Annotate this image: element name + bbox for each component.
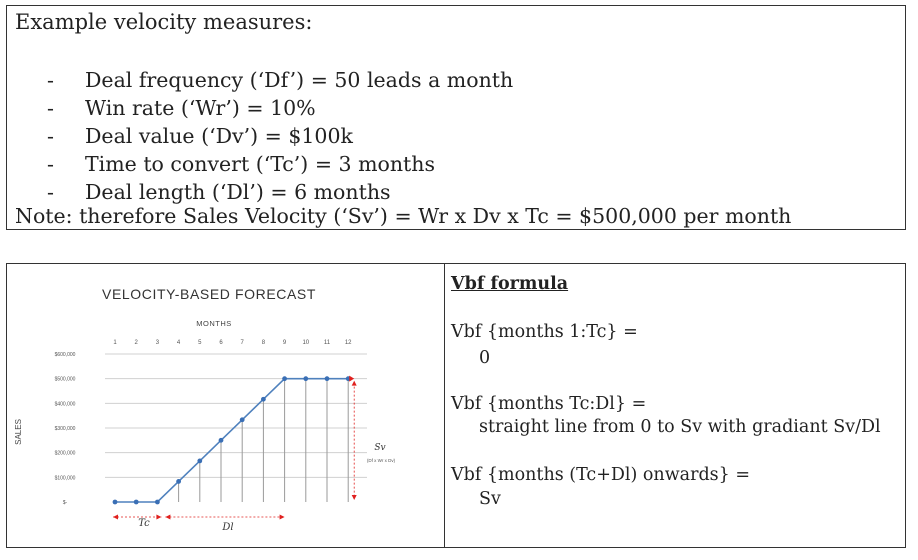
series-end-arrow xyxy=(349,375,355,382)
data-point xyxy=(133,499,139,505)
bullet-dash: - xyxy=(47,180,54,204)
x-tick-label: 4 xyxy=(177,340,181,346)
y-axis-label: SALES xyxy=(14,419,23,445)
column-divider xyxy=(444,264,445,547)
y-tick-label: $400,000 xyxy=(55,401,76,407)
drop-line-layer xyxy=(178,378,349,502)
sv-formula-label: (Df x Wr x Dv) xyxy=(367,458,396,463)
measure-item: - Time to convert (‘Tc’) = 3 months xyxy=(7,150,513,178)
measures-list: - Deal frequency (‘Df’) = 50 leads a mont… xyxy=(7,66,513,206)
measure-text: Deal value (‘Dv’) = $100k xyxy=(85,124,353,148)
measure-item: - Deal length (‘Dl’) = 6 months xyxy=(7,178,513,206)
bullet-dash: - xyxy=(47,124,54,148)
bullet-dash: - xyxy=(47,96,54,120)
tc-arrow-left xyxy=(113,514,118,520)
x-tick-label: 9 xyxy=(283,340,287,346)
sv-arrow-top xyxy=(351,380,357,386)
dl-arrow-left xyxy=(165,514,171,520)
x-tick-label: 2 xyxy=(135,340,139,346)
sv-arrow-bottom xyxy=(351,495,357,500)
data-point xyxy=(239,417,245,423)
x-tick-label: 10 xyxy=(302,340,309,346)
x-tick-label: 12 xyxy=(345,340,352,346)
measure-text: Time to convert (‘Tc’) = 3 months xyxy=(85,152,436,176)
bullet-dash: - xyxy=(47,68,54,92)
series-line xyxy=(115,377,349,503)
sales-velocity-note: Note: therefore Sales Velocity (‘Sv’) = … xyxy=(15,204,792,228)
data-point xyxy=(218,437,224,443)
x-tick-layer: 1 2 3 4 5 6 7 8 9 10 11 12 xyxy=(113,340,352,346)
y-tick-label: $600,000 xyxy=(55,352,76,358)
data-point xyxy=(176,479,182,484)
y-tick-layer: $600,000 $500,000 $400,000 $300,000 $200,000… xyxy=(55,352,76,506)
x-tick-label: 11 xyxy=(324,340,331,346)
formula-months-1-tc: Vbf {months 1:Tc} = xyxy=(451,322,638,342)
measure-item: - Deal frequency (‘Df’) = 50 leads a mont… xyxy=(7,66,513,94)
tc-label: Tc xyxy=(138,518,150,529)
annotation-layer: Tc Dl Sv (Df x Wr x Dv) xyxy=(113,380,396,533)
dl-arrow-right xyxy=(279,514,285,520)
formula-months-tc-dl: Vbf {months Tc:Dl} = xyxy=(451,394,647,414)
measure-text: Deal length (‘Dl’) = 6 months xyxy=(85,180,391,204)
y-tick-label: $500,000 xyxy=(55,377,76,383)
y-tick-label: $200,000 xyxy=(55,451,76,457)
formula-value-sv: Sv xyxy=(479,489,501,509)
data-point xyxy=(324,376,330,382)
x-tick-label: 8 xyxy=(262,340,266,346)
x-tick-label: 6 xyxy=(219,340,223,346)
y-tick-label: $100,000 xyxy=(55,475,76,481)
x-axis-label: MONTHS xyxy=(196,319,232,328)
velocity-measures-box: Example velocity measures: - Deal frequen… xyxy=(6,5,906,230)
sv-label: Sv xyxy=(374,443,385,453)
measure-item: - Win rate (‘Wr’) = 10% xyxy=(7,94,513,122)
chart-title: VELOCITY-BASED FORECAST xyxy=(102,286,316,302)
x-tick-label: 3 xyxy=(156,340,160,346)
y-tick-label: $- xyxy=(63,500,68,506)
measure-item: - Deal value (‘Dv’) = $100k xyxy=(7,122,513,150)
vbf-formula-panel: Vbf formula Vbf {months 1:Tc} = 0 Vbf {m… xyxy=(451,264,901,547)
formula-straight-line: straight line from 0 to Sv with gradiant… xyxy=(479,417,881,437)
x-tick-label: 5 xyxy=(198,340,202,346)
y-tick-label: $300,000 xyxy=(55,426,76,432)
measure-text: Win rate (‘Wr’) = 10% xyxy=(85,96,316,120)
data-point xyxy=(261,396,266,402)
measure-text: Deal frequency (‘Df’) = 50 leads a month xyxy=(85,68,514,92)
data-point xyxy=(197,458,203,464)
formula-title: Vbf formula xyxy=(451,274,569,294)
bullet-dash: - xyxy=(47,152,54,176)
data-point xyxy=(155,499,160,505)
series-layer xyxy=(112,375,355,505)
x-tick-label: 7 xyxy=(241,340,245,346)
formula-months-onwards: Vbf {months (Tc+Dl) onwards} = xyxy=(451,465,751,485)
data-point xyxy=(112,499,118,505)
data-point xyxy=(282,376,287,382)
x-tick-label: 1 xyxy=(113,340,117,346)
measures-title: Example velocity measures: xyxy=(15,10,313,34)
data-point xyxy=(303,376,309,382)
dl-label: Dl xyxy=(221,522,233,533)
tc-arrow-right xyxy=(156,514,162,520)
formula-value-zero: 0 xyxy=(479,348,491,368)
grid-layer xyxy=(105,353,367,478)
